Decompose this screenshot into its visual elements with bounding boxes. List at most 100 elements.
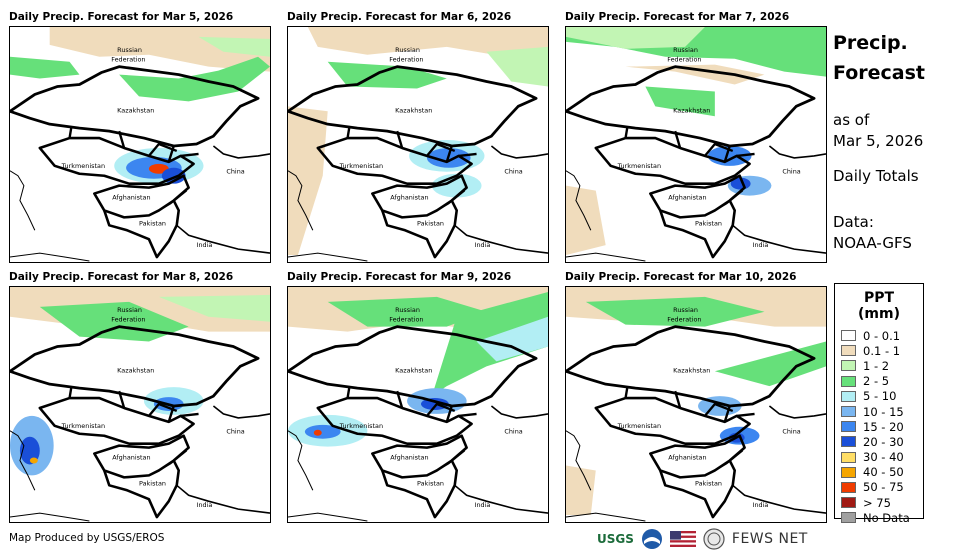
country-borders <box>10 325 270 522</box>
legend-item: 20 - 30 <box>841 434 917 449</box>
side-info: Precip. Forecast as of Mar 5, 2026 Daily… <box>833 28 953 254</box>
label-kazakhstan: Kazakhstan <box>673 106 710 114</box>
label-russia: Russian <box>673 306 698 314</box>
label-kazakhstan: Kazakhstan <box>395 366 432 374</box>
map-graphic: Russian Federation Kazakhstan Turkmenistan C… <box>566 27 826 262</box>
label-afghanistan: Afghanistan <box>112 454 150 462</box>
side-title-line1: Precip. <box>833 32 908 54</box>
label-russia-2: Federation <box>389 56 423 64</box>
label-afghanistan: Afghanistan <box>668 194 706 202</box>
logo-strip: USGS FEWS NET <box>597 528 808 550</box>
legend-item: 40 - 50 <box>841 465 917 480</box>
label-russia: Russian <box>673 46 698 54</box>
legend-label: > 75 <box>863 495 891 510</box>
label-china: China <box>782 168 800 176</box>
totals-label: Daily Totals <box>833 167 919 185</box>
legend-swatch <box>841 406 856 418</box>
map-frame: Russian Federation Kazakhstan Turkmenistan C… <box>9 26 271 263</box>
panel-title: Daily Precip. Forecast for Mar 5, 2026 <box>9 11 234 23</box>
label-kazakhstan: Kazakhstan <box>117 366 154 374</box>
label-china: China <box>782 428 800 436</box>
label-russia-2: Federation <box>667 56 701 64</box>
data-source: NOAA-GFS <box>833 234 912 252</box>
legend-item: 50 - 75 <box>841 480 917 495</box>
map-panel-mar10: Daily Precip. Forecast for Mar 10, 2026 … <box>565 271 827 523</box>
label-afghanistan: Afghanistan <box>668 454 706 462</box>
label-india: India <box>475 241 491 249</box>
label-russia-2: Federation <box>667 316 701 324</box>
legend-label: 1 - 2 <box>863 358 890 373</box>
legend-label: 0.1 - 1 <box>863 343 901 358</box>
legend-swatch <box>841 466 856 478</box>
asof-label: as of <box>833 111 870 129</box>
legend-swatch <box>841 421 856 433</box>
label-turkmenistan: Turkmenistan <box>617 162 661 170</box>
label-russia: Russian <box>395 46 420 54</box>
asof-date: Mar 5, 2026 <box>833 132 924 150</box>
label-pakistan: Pakistan <box>695 479 722 487</box>
label-afghanistan: Afghanistan <box>390 194 428 202</box>
map-graphic: Russian Federation Kazakhstan Turkmenistan C… <box>10 27 270 262</box>
label-pakistan: Pakistan <box>695 219 722 227</box>
us-flag-icon <box>669 531 696 547</box>
legend-title: PPT (mm) <box>858 290 900 322</box>
label-russia: Russian <box>117 46 142 54</box>
precip-field <box>288 287 548 447</box>
legend-swatch <box>841 512 856 524</box>
legend-item: > 75 <box>841 495 917 510</box>
country-borders <box>566 325 826 522</box>
label-china: China <box>226 428 244 436</box>
legend-swatch <box>841 436 856 448</box>
noaa-logo-icon <box>641 529 662 549</box>
credit-text: Map Produced by USGS/EROS <box>9 532 165 544</box>
map-graphic: Russian Federation Kazakhstan Turkmenistan C… <box>10 287 270 522</box>
map-panel-mar7: Daily Precip. Forecast for Mar 7, 2026 R… <box>565 11 827 263</box>
map-frame: Russian Federation Kazakhstan Turkmenistan C… <box>565 286 827 523</box>
label-india: India <box>753 241 769 249</box>
label-kazakhstan: Kazakhstan <box>673 366 710 374</box>
map-frame: Russian Federation Kazakhstan Turkmenistan C… <box>287 26 549 263</box>
label-afghanistan: Afghanistan <box>112 194 150 202</box>
label-turkmenistan: Turkmenistan <box>61 422 105 430</box>
label-turkmenistan: Turkmenistan <box>61 162 105 170</box>
map-panel-mar5: Daily Precip. Forecast for Mar 5, 2026 R… <box>9 11 271 263</box>
precip-field <box>566 27 826 256</box>
panel-title: Daily Precip. Forecast for Mar 9, 2026 <box>287 271 512 283</box>
data-label: Data: <box>833 213 874 231</box>
panel-title: Daily Precip. Forecast for Mar 10, 2026 <box>565 271 797 283</box>
label-kazakhstan: Kazakhstan <box>117 106 154 114</box>
map-graphic: Russian Federation Kazakhstan Turkmenistan C… <box>288 287 548 522</box>
legend-item: 5 - 10 <box>841 389 917 404</box>
legend-item: 30 - 40 <box>841 450 917 465</box>
label-russia-2: Federation <box>111 56 145 64</box>
legend-swatch <box>841 360 856 372</box>
legend-label: 5 - 10 <box>863 389 897 404</box>
label-india: India <box>475 501 491 509</box>
map-frame: Russian Federation Kazakhstan Turkmenistan C… <box>287 286 549 523</box>
country-borders <box>10 65 270 262</box>
label-pakistan: Pakistan <box>417 479 444 487</box>
panel-title: Daily Precip. Forecast for Mar 8, 2026 <box>9 271 234 283</box>
label-india: India <box>197 241 213 249</box>
label-turkmenistan: Turkmenistan <box>339 422 383 430</box>
legend-label: 0 - 0.1 <box>863 328 901 343</box>
label-china: China <box>226 168 244 176</box>
legend-swatch <box>841 497 856 509</box>
legend-label: 40 - 50 <box>863 465 904 480</box>
legend-item: 0 - 0.1 <box>841 328 917 343</box>
precip-field <box>288 27 548 256</box>
legend-item: 2 - 5 <box>841 374 917 389</box>
label-russia: Russian <box>395 306 420 314</box>
legend-label: 10 - 15 <box>863 404 904 419</box>
panel-title: Daily Precip. Forecast for Mar 7, 2026 <box>565 11 790 23</box>
legend-swatch <box>841 451 856 463</box>
map-graphic: Russian Federation Kazakhstan Turkmenistan C… <box>566 287 826 522</box>
usaid-seal-icon <box>703 528 725 550</box>
country-borders <box>288 65 548 262</box>
legend-label: 30 - 40 <box>863 450 904 465</box>
label-pakistan: Pakistan <box>139 479 166 487</box>
label-russia-2: Federation <box>111 316 145 324</box>
side-title-line2: Forecast <box>833 62 925 84</box>
country-borders <box>288 325 548 522</box>
